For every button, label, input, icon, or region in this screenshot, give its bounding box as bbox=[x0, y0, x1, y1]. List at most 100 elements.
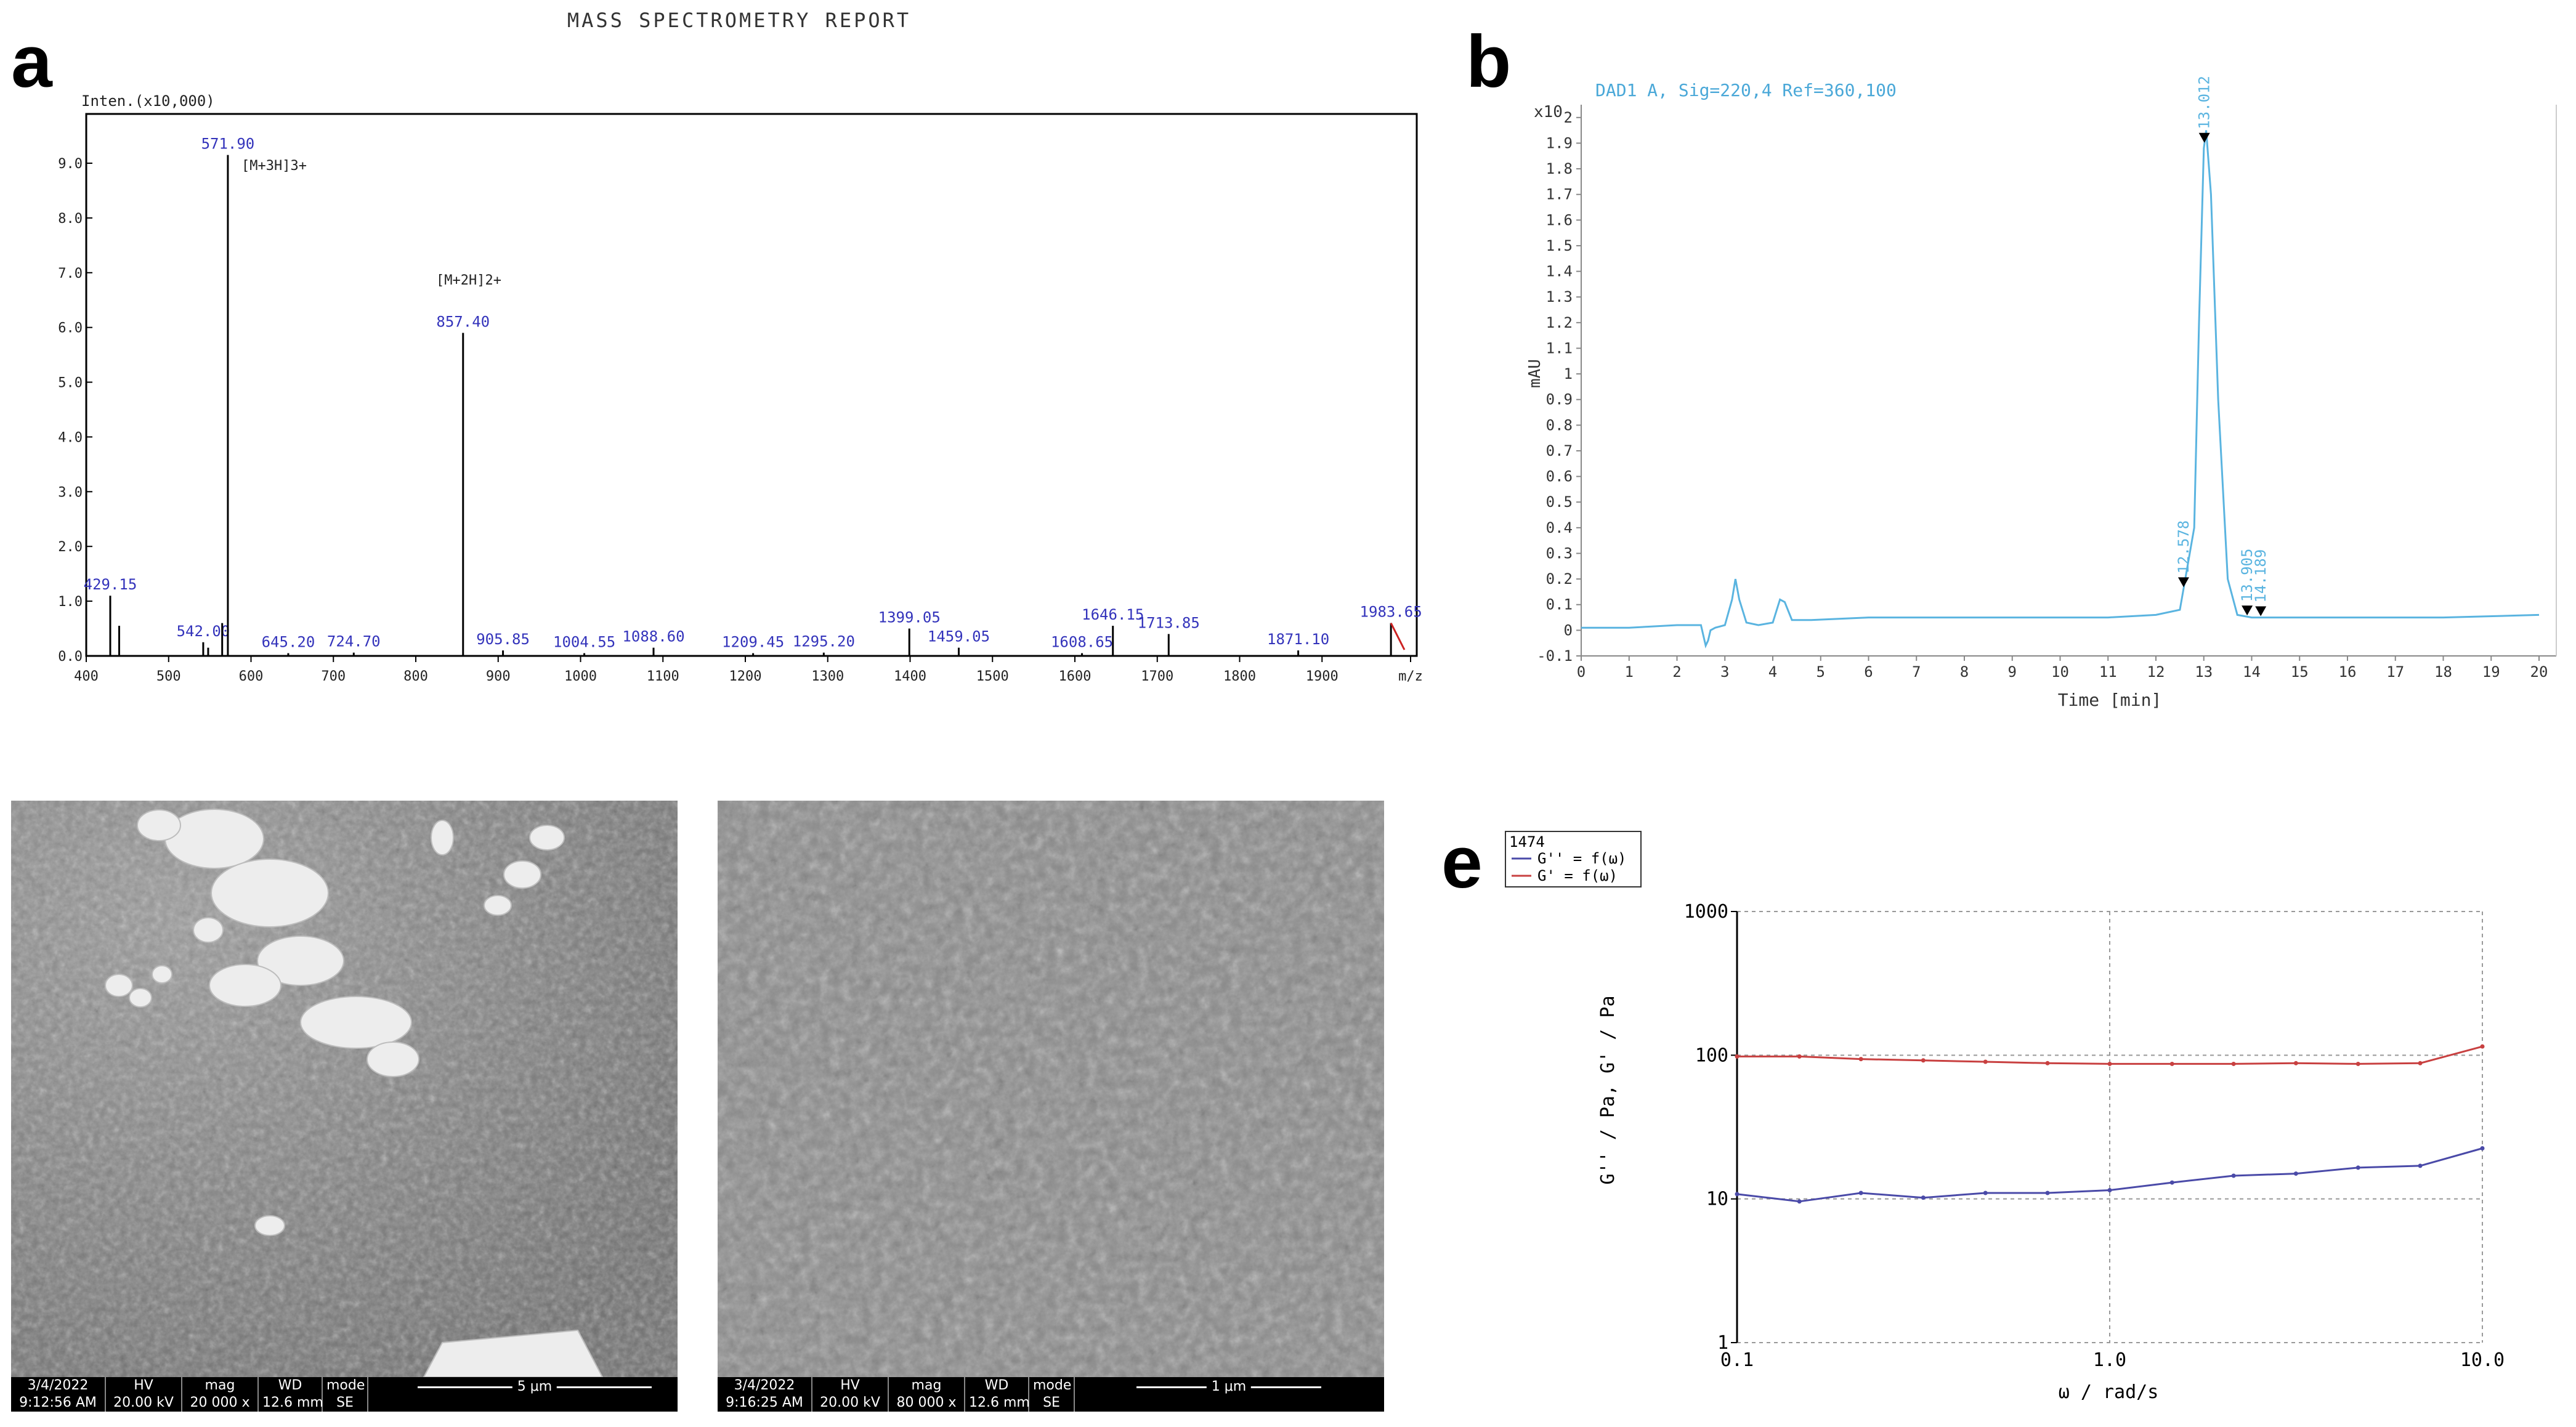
data-point bbox=[2293, 1171, 2298, 1176]
x-tick-label: 3 bbox=[1720, 663, 1729, 681]
peak-marker bbox=[2242, 605, 2253, 616]
data-point bbox=[2418, 1163, 2423, 1168]
y-axis-label: Inten.(x10,000) bbox=[81, 92, 215, 110]
peak-label: 905.85 bbox=[476, 631, 530, 648]
x-tick-label: 9 bbox=[2008, 663, 2017, 681]
series bbox=[1735, 1044, 2485, 1204]
sem-image-c: 3/4/2022 HV mag WD mode 9:12:56 AM 20.00… bbox=[11, 801, 678, 1412]
y-tick-label: 0.5 bbox=[1546, 493, 1573, 511]
x-tick-label: 1800 bbox=[1223, 669, 1256, 684]
scale-bar: 1 μm bbox=[1136, 1380, 1321, 1394]
y-tick-label: 0.2 bbox=[1546, 570, 1573, 588]
data-point bbox=[2355, 1165, 2360, 1170]
x-tick-label: 800 bbox=[403, 669, 428, 684]
y-tick-label: 2.0 bbox=[58, 540, 83, 555]
y-tick-label: 0.9 bbox=[1546, 391, 1573, 408]
wd-value: 12.6 mm bbox=[259, 1394, 323, 1412]
y-tick-label: 4.0 bbox=[58, 430, 83, 445]
data-point bbox=[2480, 1044, 2485, 1049]
hv-value: 20.00 kV bbox=[106, 1394, 182, 1412]
x-tick-label: 1600 bbox=[1059, 669, 1092, 684]
chromatogram-title: DAD1 A, Sig=220,4 Ref=360,100 bbox=[1595, 80, 1897, 100]
mag-value: 80 000 x bbox=[889, 1394, 965, 1412]
y-tick-label: 1.9 bbox=[1546, 134, 1573, 152]
y-tick-label: 1 bbox=[1564, 365, 1573, 382]
y-ticks: 1 10 100 1000 bbox=[1684, 901, 1737, 1354]
x-tick-label: 1000 bbox=[564, 669, 597, 684]
hv-value: 20.00 kV bbox=[812, 1394, 889, 1412]
peak-label: 857.40 bbox=[436, 313, 490, 331]
peaks: 429.15 542.00 571.90 645.20 724.70 857.40 905.… bbox=[84, 135, 1422, 656]
x-tick-label: 13 bbox=[2195, 663, 2213, 681]
y-tick-label: 5.0 bbox=[58, 376, 83, 391]
x-tick-label: 11 bbox=[2099, 663, 2117, 681]
wd-value: 12.6 mm bbox=[965, 1394, 1030, 1412]
data-point bbox=[2231, 1173, 2236, 1178]
tail-trace bbox=[1390, 622, 1406, 650]
wd-header: WD bbox=[965, 1377, 1029, 1394]
peak-label: 1088.60 bbox=[622, 628, 684, 645]
x-tick-label: 18 bbox=[2434, 663, 2452, 681]
y-tick-label: 100 bbox=[1695, 1045, 1728, 1066]
data-point bbox=[1921, 1058, 1926, 1063]
data-point bbox=[2480, 1146, 2485, 1150]
data-point bbox=[2045, 1061, 2050, 1065]
x-tick-label: 10.0 bbox=[2460, 1349, 2505, 1371]
peak-label: 1004.55 bbox=[553, 634, 615, 651]
mode-header: mode bbox=[1029, 1377, 1075, 1394]
peak-retention-label: 14.189 bbox=[2252, 549, 2269, 603]
x-tick-label: 0.1 bbox=[1720, 1349, 1754, 1371]
data-point bbox=[2169, 1061, 2174, 1066]
peak-label: 1209.45 bbox=[722, 634, 784, 651]
y-tick-label: 6.0 bbox=[58, 321, 83, 336]
y-tick-label: -0.1 bbox=[1537, 647, 1573, 665]
x-tick-label: 600 bbox=[239, 669, 264, 684]
data-point bbox=[2045, 1191, 2050, 1195]
scale-bar-label: 5 μm bbox=[512, 1380, 557, 1394]
data-point bbox=[2418, 1061, 2423, 1065]
y-tick-label: 10 bbox=[1706, 1189, 1728, 1210]
x-tick-label: 15 bbox=[2291, 663, 2309, 681]
x-tick-label: 900 bbox=[486, 669, 511, 684]
rheology-chart: 1474 G'' = f(ω) G' = f(ω) G'' / Pa, G' /… bbox=[1505, 831, 2505, 1403]
peak-label: 542.00 bbox=[177, 623, 230, 640]
hv-header: HV bbox=[106, 1377, 182, 1394]
chart-title: MASS SPECTROMETRY REPORT bbox=[567, 9, 911, 32]
data-point bbox=[2231, 1061, 2236, 1066]
date: 3/4/2022 bbox=[718, 1377, 812, 1394]
data-point bbox=[1921, 1195, 1926, 1200]
x-tick-label: 7 bbox=[1912, 663, 1921, 681]
x-tick-label: 2 bbox=[1672, 663, 1681, 681]
y-tick-label: 0.1 bbox=[1546, 596, 1573, 613]
x-tick-label: 700 bbox=[321, 669, 346, 684]
y-ticks: 0.0 1.0 2.0 3.0 4.0 5.0 6.0 7.0 8.0 9.0 bbox=[58, 156, 92, 665]
data-point bbox=[1983, 1191, 1988, 1195]
y-tick-label: 1.1 bbox=[1546, 339, 1573, 357]
x-ticks: 0 1 2 3 4 5 6 7 8 9 10 11 12 13 14 15 16 17 18 19 20 bbox=[1577, 656, 2548, 681]
y-tick-label: 1.8 bbox=[1546, 160, 1573, 177]
x-tick-label: 10 bbox=[2051, 663, 2069, 681]
y-tick-label: 1000 bbox=[1684, 901, 1728, 923]
y-tick-label: 1.2 bbox=[1546, 314, 1573, 331]
x-tick-label: 8 bbox=[1960, 663, 1969, 681]
x-tick-label: 1400 bbox=[894, 669, 926, 684]
peak-label: 1459.05 bbox=[928, 628, 990, 645]
scale-bar: 5 μm bbox=[418, 1380, 652, 1394]
peak-label: 571.90 bbox=[201, 135, 255, 153]
time: 9:16:25 AM bbox=[718, 1394, 812, 1412]
sem-texture bbox=[718, 801, 1384, 1377]
data-point bbox=[1797, 1199, 1802, 1204]
legend-label-g2: G'' = f(ω) bbox=[1537, 850, 1627, 867]
y-tick-label: 7.0 bbox=[58, 266, 83, 281]
date: 3/4/2022 bbox=[11, 1377, 106, 1394]
surface-particles bbox=[105, 809, 604, 1377]
y-tick-label: 0.3 bbox=[1546, 544, 1573, 562]
y-tick-label: 0.8 bbox=[1546, 416, 1573, 434]
annotation-m2h: [M+2H]2+ bbox=[436, 273, 501, 288]
x-tick-label: 12 bbox=[2147, 663, 2165, 681]
x-tick-label: 1.0 bbox=[2093, 1349, 2126, 1371]
time: 9:12:56 AM bbox=[11, 1394, 106, 1412]
data-point bbox=[1983, 1059, 1988, 1064]
mag-header: mag bbox=[889, 1377, 965, 1394]
